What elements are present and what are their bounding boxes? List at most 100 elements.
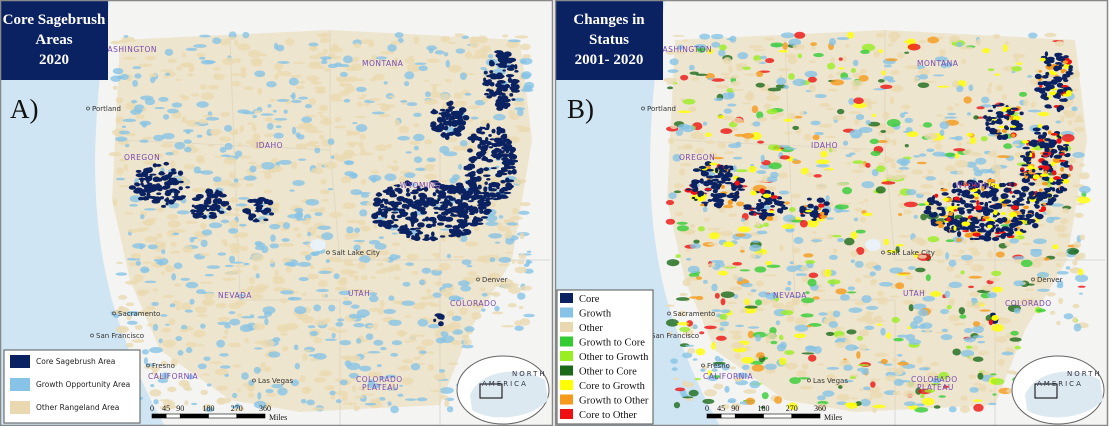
map-texture bbox=[319, 134, 325, 140]
map-texture bbox=[439, 387, 454, 394]
city-dot bbox=[667, 311, 671, 316]
map-texture bbox=[957, 142, 963, 147]
map-texture bbox=[1038, 138, 1044, 142]
map-texture bbox=[192, 329, 206, 338]
map-texture bbox=[483, 77, 487, 82]
map-texture bbox=[520, 179, 527, 183]
map-texture bbox=[431, 303, 442, 307]
map-texture bbox=[379, 300, 385, 308]
map-texture bbox=[450, 116, 458, 120]
map-texture bbox=[283, 262, 296, 267]
map-texture bbox=[396, 330, 407, 337]
map-texture bbox=[282, 257, 292, 263]
map-texture bbox=[716, 180, 726, 184]
map-texture bbox=[896, 353, 903, 357]
map-texture bbox=[330, 99, 344, 102]
map-texture bbox=[320, 293, 327, 298]
panel-title: Areas bbox=[35, 32, 72, 48]
map-texture bbox=[690, 134, 697, 139]
map-texture bbox=[883, 75, 894, 81]
map-texture bbox=[994, 170, 1000, 178]
map-texture bbox=[967, 210, 972, 214]
map-texture bbox=[467, 200, 474, 203]
map-texture bbox=[1056, 270, 1069, 275]
map-texture bbox=[466, 264, 473, 268]
map-texture bbox=[807, 219, 819, 228]
map-texture bbox=[734, 353, 741, 360]
map-texture bbox=[507, 170, 513, 175]
map-texture bbox=[964, 203, 971, 209]
map-texture bbox=[1003, 143, 1013, 149]
map-texture bbox=[1045, 106, 1053, 109]
map-texture bbox=[742, 66, 751, 70]
map-texture bbox=[232, 364, 242, 368]
map-texture bbox=[167, 220, 181, 228]
map-texture bbox=[498, 256, 512, 263]
map-texture bbox=[137, 196, 145, 201]
map-texture bbox=[413, 112, 422, 118]
map-texture bbox=[732, 261, 743, 266]
map-texture bbox=[229, 261, 244, 264]
map-texture bbox=[427, 364, 435, 372]
map-texture bbox=[145, 306, 156, 311]
map-texture bbox=[338, 290, 352, 296]
map-texture bbox=[1002, 44, 1008, 53]
map-texture bbox=[219, 353, 229, 357]
title-box bbox=[0, 0, 108, 80]
map-texture bbox=[752, 48, 766, 52]
map-texture bbox=[823, 211, 829, 216]
map-texture bbox=[1015, 230, 1024, 236]
map-texture bbox=[385, 374, 397, 379]
map-texture bbox=[399, 384, 404, 387]
map-texture bbox=[920, 288, 926, 294]
map-texture bbox=[398, 125, 410, 134]
map-texture bbox=[897, 272, 911, 275]
map-texture bbox=[409, 334, 417, 343]
map-texture bbox=[1004, 240, 1012, 247]
map-texture bbox=[687, 265, 700, 274]
map-texture bbox=[257, 315, 269, 319]
map-texture bbox=[966, 112, 972, 116]
map-texture bbox=[979, 222, 986, 228]
map-texture bbox=[711, 178, 719, 182]
map-texture bbox=[996, 117, 1002, 124]
map-texture bbox=[986, 220, 996, 225]
map-texture bbox=[1075, 115, 1083, 123]
map-texture bbox=[191, 187, 206, 193]
map-texture bbox=[390, 40, 401, 45]
map-texture bbox=[494, 137, 498, 143]
map-texture bbox=[406, 63, 420, 70]
map-texture bbox=[974, 195, 979, 200]
legend-label: Growth to Other bbox=[579, 396, 649, 407]
map-texture bbox=[455, 48, 466, 54]
map-texture bbox=[704, 132, 712, 138]
map-texture bbox=[268, 212, 275, 216]
map-texture bbox=[454, 233, 460, 237]
map-texture bbox=[454, 100, 468, 107]
map-texture bbox=[494, 305, 500, 312]
map-texture bbox=[174, 142, 186, 150]
map-texture bbox=[310, 251, 320, 256]
map-texture bbox=[959, 405, 971, 413]
map-texture bbox=[333, 273, 340, 280]
map-texture bbox=[685, 249, 692, 252]
map-texture bbox=[726, 88, 735, 93]
map-texture bbox=[353, 322, 365, 328]
map-texture bbox=[887, 79, 896, 83]
map-texture bbox=[355, 124, 368, 132]
map-texture bbox=[380, 222, 389, 227]
map-texture bbox=[982, 47, 990, 54]
map-texture bbox=[128, 185, 137, 190]
map-texture bbox=[835, 182, 849, 187]
map-texture bbox=[239, 289, 249, 293]
map-texture bbox=[735, 233, 746, 237]
map-texture bbox=[504, 106, 508, 110]
map-texture bbox=[151, 301, 159, 306]
map-texture bbox=[1073, 241, 1082, 249]
state-label: MONTANA bbox=[362, 59, 404, 68]
map-texture bbox=[173, 262, 183, 270]
map-texture bbox=[969, 386, 979, 393]
map-texture bbox=[385, 192, 391, 195]
map-texture bbox=[159, 196, 165, 200]
